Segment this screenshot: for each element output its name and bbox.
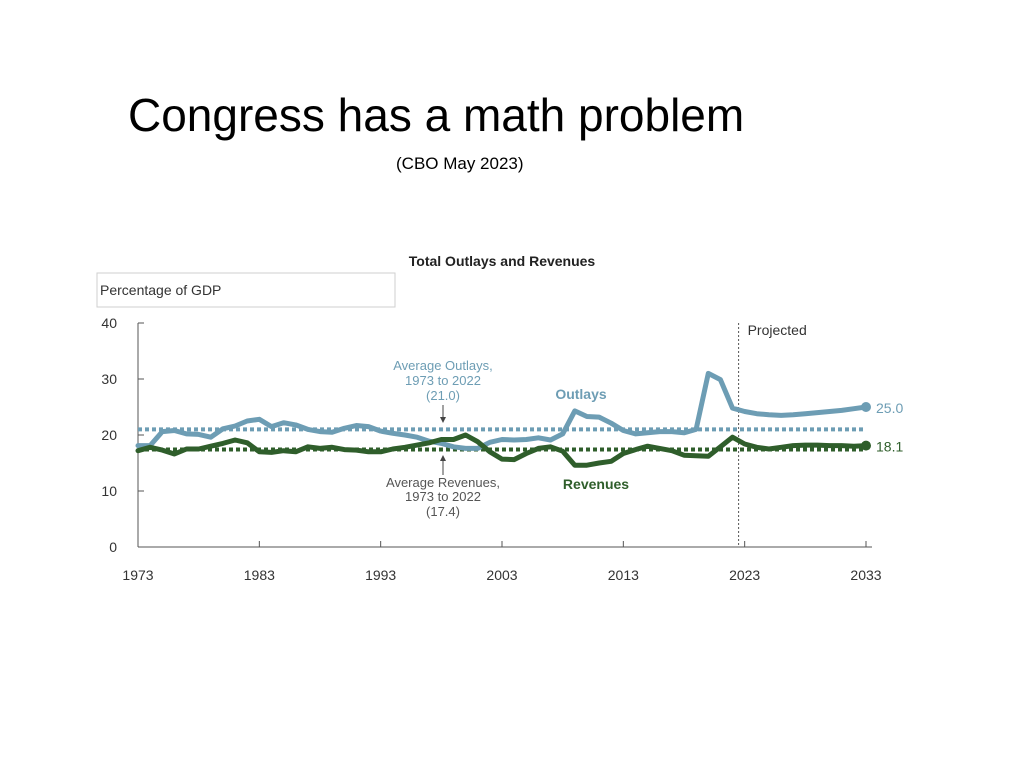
revenues-end-label: 18.1 <box>876 439 903 455</box>
projected-label: Projected <box>748 322 807 338</box>
average-outlays-label: Average Outlays, <box>393 358 492 373</box>
x-tick-label: 2023 <box>729 567 760 583</box>
revenues-end-point <box>861 440 871 451</box>
chart-title: Total Outlays and Revenues <box>409 253 596 269</box>
average-outlays-arrowhead <box>440 417 446 423</box>
slide-subtitle: (CBO May 2023) <box>396 154 524 173</box>
average-revenues-arrowhead <box>440 455 446 461</box>
outlays-end-point <box>861 402 871 412</box>
y-tick-label: 0 <box>109 539 117 555</box>
y-tick-label: 40 <box>101 315 117 331</box>
outlays-series-label: Outlays <box>555 386 607 402</box>
average-revenues-label: Average Revenues, <box>386 475 500 490</box>
y-tick-label: 30 <box>101 371 117 387</box>
y-tick-label: 10 <box>101 483 117 499</box>
unit-label-box <box>96 272 396 308</box>
x-tick-label: 1993 <box>365 567 396 583</box>
unit-label: Percentage of GDP <box>100 282 221 298</box>
x-tick-label: 2013 <box>608 567 639 583</box>
y-tick-label: 20 <box>101 427 117 443</box>
slide-title: Congress has a math problem <box>128 89 745 141</box>
outlays-end-label: 25.0 <box>876 400 903 416</box>
revenues-series-label: Revenues <box>563 476 629 492</box>
x-tick-label: 1973 <box>122 567 153 583</box>
average-outlays-label: 1973 to 2022 <box>405 373 481 388</box>
revenues-line <box>135 432 869 468</box>
x-tick-label: 2003 <box>486 567 517 583</box>
average-revenues-label: 1973 to 2022 <box>405 489 481 504</box>
average-revenues-label: (17.4) <box>426 504 460 519</box>
outlays-line <box>135 370 869 451</box>
x-tick-label: 1983 <box>244 567 275 583</box>
average-outlays-label: (21.0) <box>426 388 460 403</box>
x-tick-label: 2033 <box>850 567 881 583</box>
